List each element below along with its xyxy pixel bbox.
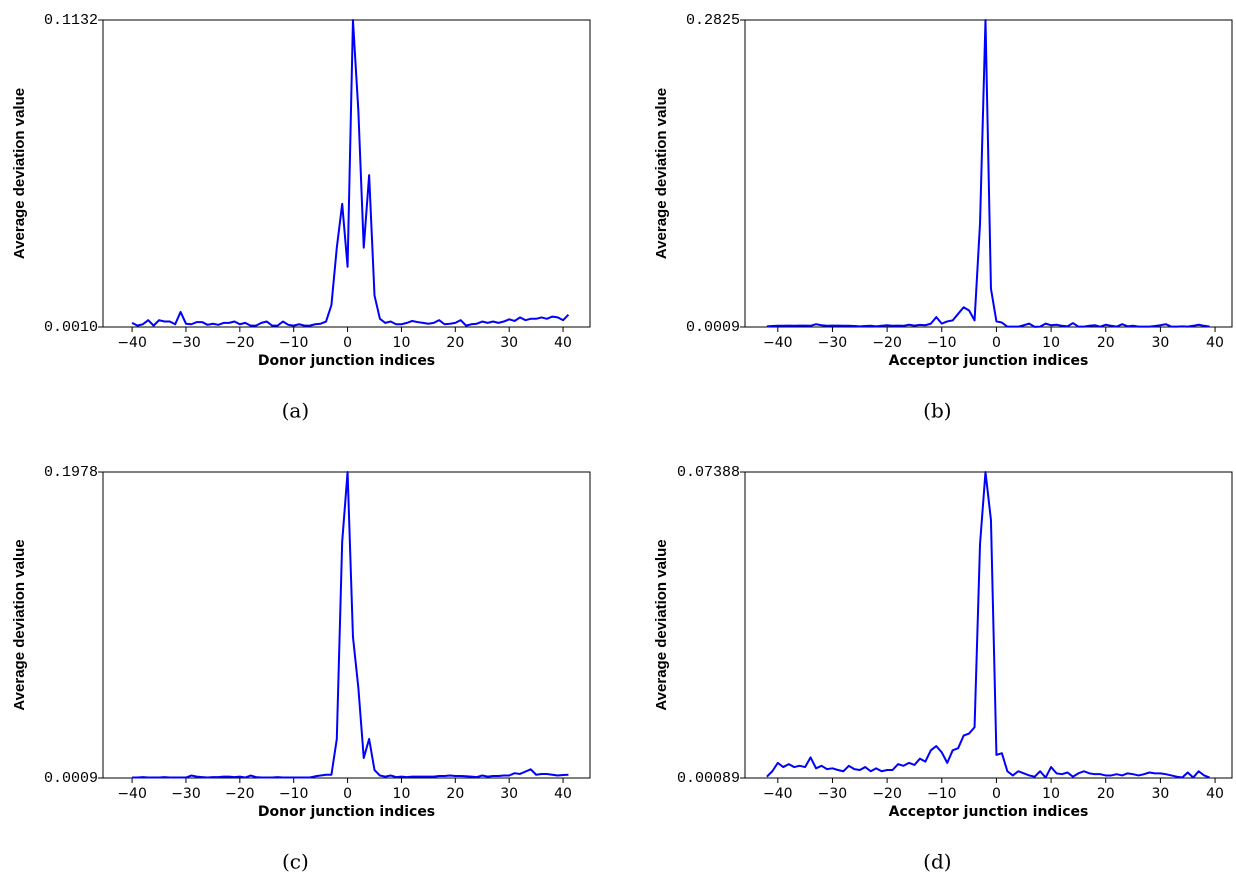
x-tick-label: −20 bbox=[225, 786, 255, 802]
data-line bbox=[132, 471, 569, 779]
data-line bbox=[766, 19, 1210, 328]
caption: (a) bbox=[282, 399, 310, 423]
x-tick-label: −40 bbox=[763, 786, 793, 802]
subplot: −40 −30 −20 −10 0 10 20 30 40 0.0009 0.2825 Accepto… bbox=[653, 12, 1233, 423]
x-tick-label: −40 bbox=[763, 335, 793, 351]
x-tick-label: −20 bbox=[872, 335, 902, 351]
caption: (b) bbox=[923, 399, 951, 423]
y-tick-label: 0.2825 bbox=[686, 12, 740, 29]
x-tick-label: −20 bbox=[872, 786, 902, 802]
y-tick-label: 0.0010 bbox=[44, 319, 98, 336]
y-tick-label: 0.0009 bbox=[44, 770, 98, 787]
x-tick-label: 40 bbox=[554, 335, 572, 351]
axes-frame bbox=[102, 19, 591, 328]
subplot: −40 −30 −20 −10 0 10 20 30 40 0.0010 0.1132 Donor j… bbox=[11, 12, 591, 423]
x-tick-label: 20 bbox=[446, 335, 464, 351]
x-tick-label: 30 bbox=[500, 335, 518, 351]
x-tick-label: −30 bbox=[171, 335, 201, 351]
x-tick-label: −20 bbox=[225, 335, 255, 351]
x-axis-label: Acceptor junction indices bbox=[889, 804, 1089, 820]
x-axis-label: Acceptor junction indices bbox=[889, 353, 1089, 369]
x-tick-label: −30 bbox=[818, 786, 848, 802]
subplot: −40 −30 −20 −10 0 10 20 30 40 0.0009 0.1978 Donor j… bbox=[11, 464, 591, 874]
x-tick-label: 30 bbox=[1151, 335, 1169, 351]
x-axis-label: Donor junction indices bbox=[258, 353, 435, 369]
y-axis-label: Average deviation value bbox=[653, 88, 670, 259]
y-tick-label: 0.07388 bbox=[677, 464, 740, 481]
data-line bbox=[766, 471, 1210, 779]
y-tick-label: 0.0009 bbox=[686, 319, 740, 336]
x-tick-label: 0 bbox=[343, 786, 352, 802]
x-tick-label: 10 bbox=[1042, 335, 1060, 351]
x-tick-label: −10 bbox=[279, 786, 309, 802]
y-axis-label: Average deviation value bbox=[11, 539, 28, 710]
x-tick-label: 20 bbox=[1097, 786, 1115, 802]
axes-frame bbox=[744, 19, 1233, 328]
x-tick-label: 30 bbox=[500, 786, 518, 802]
x-tick-label: 0 bbox=[992, 786, 1001, 802]
subplot: −40 −30 −20 −10 0 10 20 30 40 0.00089 0.07388 Accep… bbox=[653, 464, 1233, 874]
x-tick-label: 40 bbox=[554, 786, 572, 802]
x-tick-label: 10 bbox=[393, 786, 411, 802]
x-axis-label: Donor junction indices bbox=[258, 804, 435, 820]
x-tick-label: −40 bbox=[117, 786, 147, 802]
y-axis-label: Average deviation value bbox=[11, 88, 28, 259]
axes-frame bbox=[102, 471, 591, 779]
x-tick-label: 20 bbox=[446, 786, 464, 802]
y-tick-label: 0.00089 bbox=[677, 770, 740, 787]
x-tick-label: 20 bbox=[1097, 335, 1115, 351]
y-tick-label: 0.1978 bbox=[44, 464, 98, 481]
x-tick-label: 0 bbox=[343, 335, 352, 351]
x-tick-label: −30 bbox=[171, 786, 201, 802]
y-tick-label: 0.1132 bbox=[44, 12, 98, 29]
caption: (c) bbox=[282, 850, 309, 874]
y-axis-label: Average deviation value bbox=[653, 539, 670, 710]
x-tick-label: −10 bbox=[927, 786, 957, 802]
x-tick-label: 40 bbox=[1206, 335, 1224, 351]
x-tick-label: 30 bbox=[1151, 786, 1169, 802]
axes-frame bbox=[744, 471, 1233, 779]
data-line bbox=[131, 19, 570, 327]
x-tick-label: −10 bbox=[927, 335, 957, 351]
x-tick-label: −40 bbox=[117, 335, 147, 351]
x-tick-label: −10 bbox=[279, 335, 309, 351]
x-tick-label: 10 bbox=[393, 335, 411, 351]
x-tick-label: 10 bbox=[1042, 786, 1060, 802]
x-tick-label: −30 bbox=[818, 335, 848, 351]
caption: (d) bbox=[923, 850, 951, 874]
x-tick-label: 0 bbox=[992, 335, 1001, 351]
x-tick-label: 40 bbox=[1206, 786, 1224, 802]
